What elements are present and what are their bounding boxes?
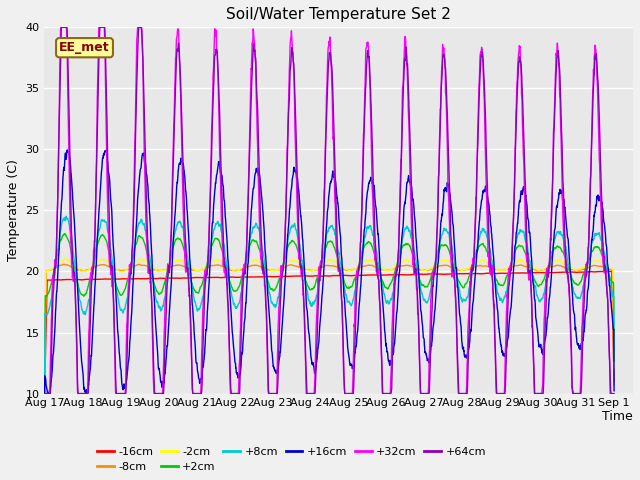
-2cm [560, 260, 568, 265]
-8cm [610, 382, 618, 388]
-8cm [560, 264, 568, 270]
+8cm [495, 294, 503, 300]
+8cm [346, 301, 354, 307]
-16cm [610, 379, 618, 384]
+8cm [560, 239, 568, 245]
-8cm [346, 267, 354, 273]
Line: +8cm: +8cm [45, 216, 614, 415]
+2cm [41, 402, 49, 408]
-2cm [495, 267, 503, 273]
+64cm [560, 207, 568, 213]
+16cm [41, 391, 49, 396]
+16cm [358, 254, 366, 260]
Line: -8cm: -8cm [45, 264, 614, 385]
-8cm [576, 267, 584, 273]
+16cm [576, 343, 584, 348]
-2cm [346, 268, 354, 274]
-2cm [358, 260, 366, 265]
+64cm [58, 24, 66, 30]
+64cm [610, 432, 618, 437]
-16cm [495, 271, 502, 276]
+8cm [62, 213, 70, 219]
-2cm [41, 391, 49, 397]
+8cm [610, 348, 618, 354]
Line: +32cm: +32cm [45, 27, 614, 455]
+32cm [358, 179, 366, 184]
-16cm [346, 273, 353, 278]
+8cm [200, 291, 207, 297]
+2cm [610, 359, 618, 364]
-8cm [200, 266, 207, 272]
Line: +64cm: +64cm [45, 27, 614, 434]
-8cm [358, 264, 366, 269]
+32cm [495, 391, 503, 396]
Title: Soil/Water Temperature Set 2: Soil/Water Temperature Set 2 [227, 7, 451, 22]
-8cm [60, 262, 68, 267]
-8cm [495, 267, 503, 273]
+16cm [346, 362, 354, 368]
+8cm [358, 247, 366, 252]
Line: +2cm: +2cm [45, 234, 614, 405]
+16cm [610, 388, 618, 394]
+64cm [346, 391, 354, 396]
+16cm [495, 325, 503, 331]
+64cm [200, 324, 207, 329]
+32cm [57, 24, 65, 30]
-2cm [610, 365, 618, 371]
+2cm [358, 249, 366, 255]
+8cm [41, 412, 49, 418]
Line: -2cm: -2cm [45, 259, 614, 394]
+16cm [200, 360, 207, 366]
-16cm [575, 269, 583, 275]
+64cm [495, 391, 503, 396]
+32cm [610, 391, 618, 396]
Legend: -16cm, -8cm, -2cm, +2cm, +8cm, +16cm, +32cm, +64cm: -16cm, -8cm, -2cm, +2cm, +8cm, +16cm, +3… [97, 447, 486, 472]
+32cm [346, 391, 354, 396]
-8cm [41, 382, 49, 388]
+2cm [61, 231, 68, 237]
+2cm [200, 276, 207, 282]
+16cm [560, 197, 568, 203]
+8cm [576, 296, 584, 301]
+64cm [358, 187, 366, 193]
-2cm [200, 266, 207, 272]
-16cm [200, 275, 207, 280]
Text: EE_met: EE_met [60, 41, 110, 54]
+2cm [576, 280, 584, 286]
+2cm [495, 281, 503, 287]
+32cm [41, 452, 49, 457]
+2cm [346, 285, 354, 290]
+32cm [560, 244, 568, 250]
Line: +16cm: +16cm [45, 150, 614, 394]
+32cm [576, 391, 584, 396]
-2cm [61, 256, 69, 262]
-16cm [560, 269, 568, 275]
+64cm [576, 391, 584, 396]
+32cm [200, 296, 207, 301]
-16cm [358, 272, 366, 278]
Line: -16cm: -16cm [45, 271, 614, 398]
+2cm [560, 252, 568, 257]
-2cm [576, 266, 584, 272]
X-axis label: Time: Time [602, 410, 633, 423]
Y-axis label: Temperature (C): Temperature (C) [7, 159, 20, 262]
-16cm [607, 268, 614, 274]
+16cm [63, 147, 71, 153]
+64cm [41, 432, 49, 437]
-16cm [41, 395, 49, 401]
